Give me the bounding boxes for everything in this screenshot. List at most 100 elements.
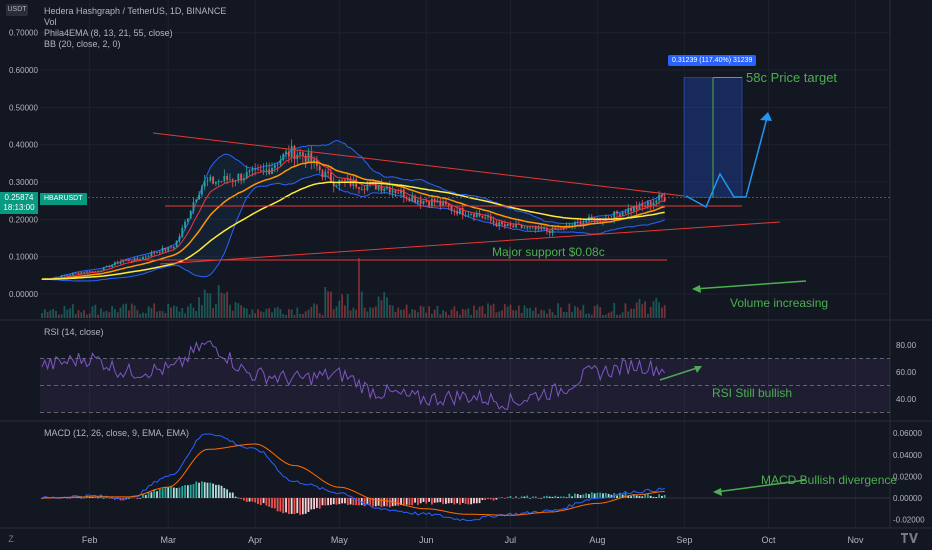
candle-body — [223, 176, 226, 182]
macd-histogram-bar — [111, 498, 114, 499]
volume-bar — [164, 313, 167, 318]
macd-histogram-bar — [627, 495, 630, 498]
candle-body — [394, 190, 397, 193]
annotation-volume[interactable]: Volume increasing — [730, 296, 829, 310]
volume-bar — [509, 304, 512, 318]
timezone-icon[interactable]: Z — [8, 534, 14, 544]
macd-label[interactable]: MACD (12, 26, close, 9, EMA, EMA) — [44, 428, 190, 438]
bb-indicator-label[interactable]: BB (20, close, 2, 0) — [44, 39, 121, 49]
macd-histogram-bar — [422, 498, 425, 502]
macd-histogram-bar — [616, 494, 618, 498]
macd-tick-label: 0.00000 — [893, 494, 922, 503]
macd-histogram-bar — [445, 498, 447, 504]
macd-histogram-bar — [593, 493, 596, 498]
volume-bar — [212, 308, 215, 318]
volume-bar — [599, 307, 602, 318]
volume-bar — [195, 310, 198, 318]
macd-line — [41, 433, 665, 522]
volume-bar — [184, 313, 186, 318]
candle-body — [330, 172, 332, 182]
macd-histogram-bar — [397, 498, 400, 506]
candle-body — [411, 196, 414, 202]
candle-body — [616, 211, 618, 214]
candle-body — [414, 196, 416, 203]
macd-arrow — [715, 479, 807, 493]
volume-bar — [610, 311, 613, 318]
volume-bar — [203, 289, 206, 318]
macd-histogram-bar — [276, 498, 279, 512]
candle-body — [607, 217, 610, 219]
volume-bar — [562, 312, 565, 318]
volume-bar — [638, 299, 641, 318]
symbol-title[interactable]: Hedera Hashgraph / TetherUS, 1D, BINANCE — [44, 6, 227, 16]
macd-histogram-bar — [105, 497, 108, 498]
macd-histogram-bar — [428, 498, 430, 502]
volume-bar — [55, 311, 57, 318]
macd-histogram-bar — [529, 497, 531, 499]
volume-bar — [200, 305, 203, 318]
candle-body — [492, 220, 495, 223]
candle-body — [229, 179, 231, 181]
candle-body — [531, 226, 534, 228]
candle-body — [442, 201, 445, 206]
candle-body — [231, 179, 234, 181]
macd-histogram-bar — [341, 498, 344, 504]
candle-body — [358, 187, 360, 189]
candle-body — [91, 271, 94, 273]
annotation-support[interactable]: Major support $0.08c — [492, 245, 605, 259]
macd-histogram-bar — [661, 495, 663, 498]
volume-bar — [332, 309, 335, 318]
volume-bar — [189, 303, 192, 318]
candle-body — [450, 206, 453, 211]
volume-bar — [411, 309, 414, 318]
macd-histogram-bar — [579, 494, 582, 498]
macd-histogram-bar — [467, 498, 470, 505]
candle-body — [226, 176, 229, 180]
macd-histogram-bar — [97, 497, 99, 499]
candle-body — [100, 270, 102, 272]
symbol-tag: HBARUSDT — [40, 193, 87, 205]
macd-histogram-bar — [237, 497, 240, 499]
volume-bar — [560, 307, 562, 318]
chart-legend: Hedera Hashgraph / TetherUS, 1D, BINANCE… — [44, 6, 226, 50]
candle-body — [386, 187, 388, 189]
candle-body — [534, 226, 537, 230]
volume-bar — [231, 310, 234, 318]
macd-histogram-bar — [287, 498, 290, 515]
x-tick-label: Oct — [761, 535, 776, 545]
macd-histogram-bar — [433, 498, 436, 503]
annotation-rsi[interactable]: RSI Still bullish — [712, 386, 793, 400]
vol-indicator-label[interactable]: Vol — [44, 17, 57, 27]
annotation-target[interactable]: 58c Price target — [746, 70, 838, 85]
macd-histogram-bar — [607, 493, 610, 498]
candle-body — [470, 214, 473, 215]
candle-body — [481, 215, 484, 218]
price-tick-label: 0.50000 — [9, 103, 38, 112]
candle-body — [512, 225, 515, 228]
macd-histogram-bar — [186, 485, 189, 498]
volume-bar — [94, 304, 97, 318]
annotation-macd[interactable]: MACD Bullish divergence — [761, 473, 898, 487]
macd-histogram-bar — [512, 498, 515, 499]
macd-histogram-bar — [459, 498, 461, 505]
macd-histogram-bar — [304, 498, 307, 514]
volume-bar — [139, 313, 142, 318]
volume-bar — [240, 305, 243, 318]
currency-badge[interactable]: USDT — [6, 4, 28, 16]
volume-bar — [495, 312, 498, 318]
candle-body — [142, 256, 144, 260]
volume-bar — [397, 307, 400, 318]
tradingview-logo-icon — [900, 532, 918, 546]
volume-bar — [108, 312, 111, 318]
candle-body — [459, 208, 461, 215]
candle-body — [590, 216, 593, 219]
volume-bar — [198, 297, 200, 318]
macd-histogram-bar — [456, 498, 459, 504]
macd-arrowhead — [713, 488, 722, 496]
volume-bar — [150, 307, 153, 318]
ema-indicator-label[interactable]: Phila4EMA (8, 13, 21, 55, close) — [44, 28, 173, 38]
price-tick-label: 0.70000 — [9, 29, 38, 38]
rsi-label[interactable]: RSI (14, close) — [44, 327, 104, 337]
volume-bar — [568, 303, 571, 318]
